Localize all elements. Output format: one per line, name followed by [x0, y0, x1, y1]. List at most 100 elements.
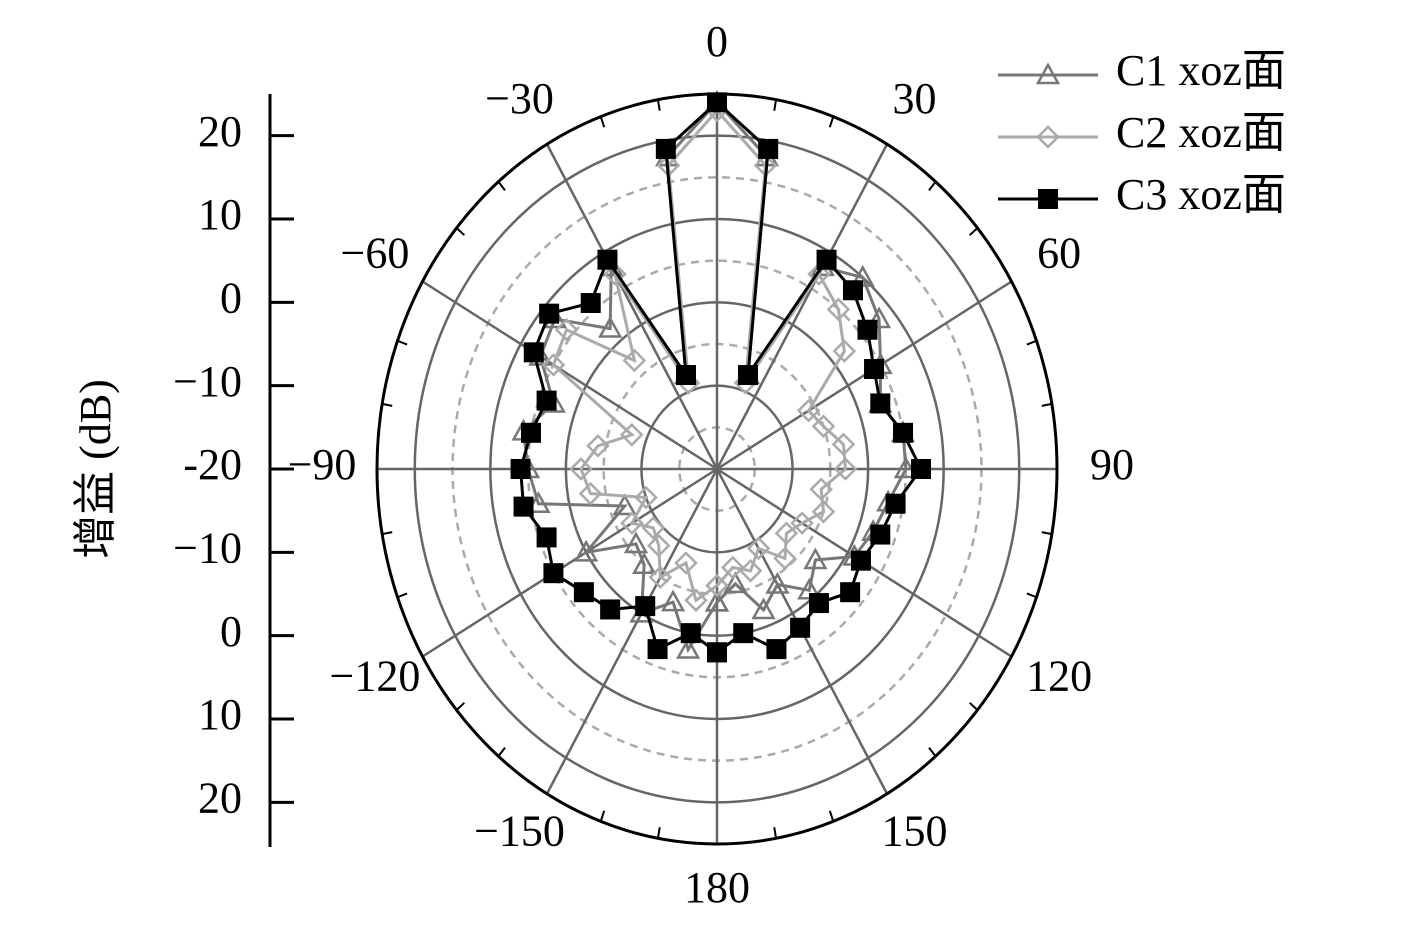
rim-tick: [773, 99, 778, 111]
rim-tick: [656, 827, 661, 839]
marker: [850, 550, 871, 571]
marker: [758, 138, 779, 159]
rim-tick: [455, 227, 466, 236]
marker: [623, 531, 649, 554]
marker: [554, 317, 579, 342]
marker: [857, 319, 878, 340]
marker: [893, 422, 914, 443]
series-line: [551, 108, 848, 603]
rim-tick: [455, 702, 466, 711]
rim-tick: [381, 402, 393, 407]
theta-tick-label: 30: [893, 74, 937, 123]
marker: [707, 92, 727, 113]
marker: [541, 353, 566, 377]
theta-tick-label: 60: [1037, 229, 1081, 278]
marker: [598, 315, 623, 338]
marker: [738, 365, 759, 386]
marker: [523, 342, 544, 363]
r-tick-label: −10: [173, 357, 242, 406]
theta-tick-label: 150: [882, 806, 948, 855]
marker: [574, 539, 599, 562]
marker: [674, 551, 698, 575]
marker: [646, 533, 671, 558]
marker: [597, 249, 618, 270]
marker: [765, 571, 790, 594]
marker: [885, 493, 906, 514]
marker: [911, 459, 931, 479]
marker: [578, 481, 603, 506]
marker: [539, 303, 560, 324]
marker: [832, 339, 857, 363]
marker: [746, 536, 771, 561]
marker: [751, 597, 776, 620]
marker: [773, 546, 797, 571]
series-line: [521, 100, 908, 654]
marker: [580, 293, 601, 314]
marker: [612, 493, 637, 516]
spoke: [421, 467, 718, 658]
marker: [790, 511, 814, 535]
theta-tick-label: 90: [1090, 440, 1134, 489]
legend-label: C3 xoz面: [1116, 170, 1286, 219]
legend-marker: [1035, 62, 1061, 85]
marker: [733, 623, 754, 644]
marker: [840, 582, 861, 603]
marker: [635, 596, 656, 617]
spoke: [421, 280, 718, 471]
marker: [707, 642, 727, 663]
rim-tick: [381, 531, 393, 536]
r-tick-label: -20: [183, 440, 242, 489]
rim-tick: [928, 747, 937, 757]
spoke: [545, 143, 719, 470]
marker: [870, 524, 891, 545]
r-tick-label: 0: [220, 607, 242, 656]
marker: [808, 593, 829, 614]
marker: [513, 496, 534, 517]
marker: [831, 432, 856, 457]
legend-marker: [1038, 189, 1058, 209]
rim-tick: [599, 810, 606, 822]
marker: [790, 617, 811, 638]
marker: [660, 589, 686, 612]
r-tick-label: −10: [173, 523, 242, 572]
theta-tick-label: 0: [706, 17, 728, 66]
marker: [720, 555, 745, 580]
marker: [811, 414, 836, 439]
rim-tick: [968, 702, 979, 711]
y-axis-label: 增益 (dB): [71, 379, 120, 559]
marker: [603, 262, 627, 286]
rim-tick: [1026, 339, 1037, 346]
marker: [680, 623, 701, 644]
marker: [569, 457, 593, 481]
marker: [600, 599, 621, 620]
r-tick-label: 20: [198, 773, 242, 822]
legend-marker: [1036, 125, 1060, 149]
theta-tick-label: −90: [288, 440, 357, 489]
marker: [866, 306, 892, 329]
legend-label: C1 xoz面: [1116, 46, 1286, 95]
marker: [684, 588, 708, 613]
marker: [774, 521, 799, 546]
rim-tick: [397, 339, 408, 346]
rim-tick: [1041, 531, 1053, 536]
theta-tick-label: −120: [330, 652, 421, 701]
marker: [620, 511, 644, 535]
marker: [655, 138, 676, 159]
marker: [796, 398, 821, 423]
r-tick-label: 10: [198, 690, 242, 739]
theta-tick-label: −30: [485, 74, 554, 123]
marker: [842, 280, 863, 301]
theta-tick-label: −60: [341, 229, 410, 278]
rim-tick: [397, 592, 408, 599]
rim-tick: [968, 227, 979, 236]
marker: [647, 639, 668, 660]
rim-tick: [599, 116, 606, 128]
marker: [705, 573, 729, 598]
marker: [520, 422, 541, 443]
marker: [632, 552, 657, 575]
r-tick-label: 0: [220, 273, 242, 322]
marker: [536, 527, 557, 548]
rim-tick: [928, 181, 937, 191]
rim-tick: [828, 116, 835, 128]
marker: [536, 390, 557, 411]
